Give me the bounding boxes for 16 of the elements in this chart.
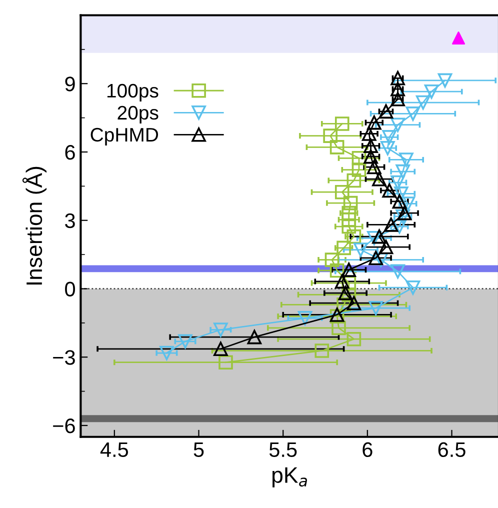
y-tick-label: −3 <box>53 350 75 365</box>
y-axis-title: Insertion (Å) <box>22 166 46 285</box>
y-tick-label: −6 <box>53 418 75 434</box>
x-tick-label: 6 <box>362 442 372 458</box>
y-tick-label: 3 <box>65 213 75 228</box>
x-axis-title: pK$_{a}$ <box>272 467 307 488</box>
y-tick-label: 0 <box>65 282 75 296</box>
x-tick-label: 4.5 <box>100 442 128 458</box>
legend-label: CpHMD <box>90 128 158 146</box>
x-tick-label: 6.5 <box>438 442 466 458</box>
legend-label: 100ps <box>107 84 158 102</box>
legend-label: 20ps <box>118 106 158 124</box>
y-tick-label: 9 <box>65 76 75 92</box>
x-tick-label: 5 <box>194 442 204 458</box>
y-tick-label: 6 <box>65 144 75 160</box>
x-tick-label: 5.5 <box>269 442 297 458</box>
